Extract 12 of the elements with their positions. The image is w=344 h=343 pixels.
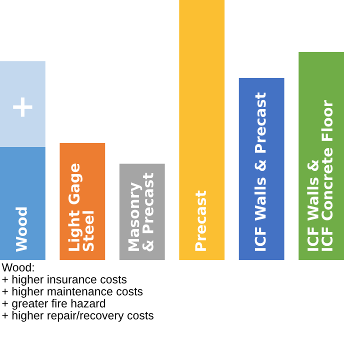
bar	[0, 61, 46, 147]
bar	[0, 146, 46, 260]
x-tick-label: Light Gage Steel	[68, 164, 94, 252]
x-tick-label: Masonry & Precast	[128, 172, 154, 252]
x-tick-label: Wood	[16, 207, 27, 252]
x-tick-label: ICF Walls & Precast	[254, 92, 266, 251]
x-tick-label: Precast	[195, 190, 206, 251]
bar	[238, 78, 284, 260]
x-tick-label: ICF Walls & ICF Concrete Floor	[307, 100, 333, 251]
text: Wood: + higher insurance costs + higher maintenance costs + greater fire hazard + higher repair/recovery costs	[2, 263, 154, 322]
annotation: +	[13, 98, 32, 117]
bar	[179, 0, 225, 260]
